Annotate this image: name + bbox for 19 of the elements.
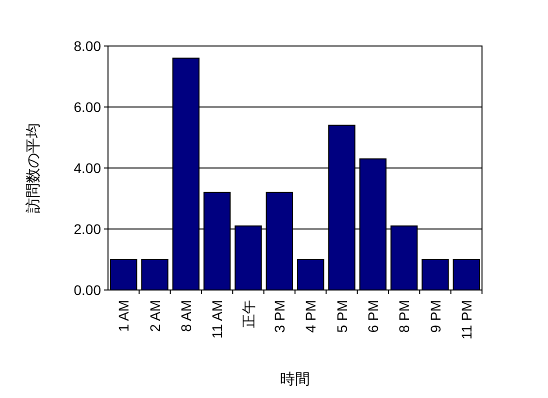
x-tick-label: 11 AM [209, 300, 226, 339]
x-tick-label: 3 PM [271, 300, 288, 333]
x-tick-label: 11 PM [458, 300, 474, 340]
x-tick-label: 正午 [240, 300, 256, 328]
x-tick-label: 6 PM [364, 300, 381, 333]
y-axis-title: 訪問数の平均 [25, 123, 42, 213]
x-tick-label: 2 AM [146, 300, 163, 332]
x-tick-label: 8 AM [178, 300, 194, 332]
x-tick-label: 5 PM [334, 300, 350, 333]
y-tick-label: 8.00 [74, 38, 102, 54]
y-tick-label: 4.00 [74, 160, 102, 176]
y-tick-label: 0.00 [74, 282, 102, 298]
x-axis-title: 時間 [280, 371, 310, 388]
y-tick-label: 2.00 [74, 221, 102, 237]
x-tick-label: 9 PM [427, 300, 444, 333]
x-tick-label: 1 AM [116, 300, 132, 332]
y-tick-label: 6.00 [74, 99, 102, 115]
x-tick-label: 8 PM [396, 300, 412, 333]
x-tick-label: 4 PM [302, 300, 319, 333]
